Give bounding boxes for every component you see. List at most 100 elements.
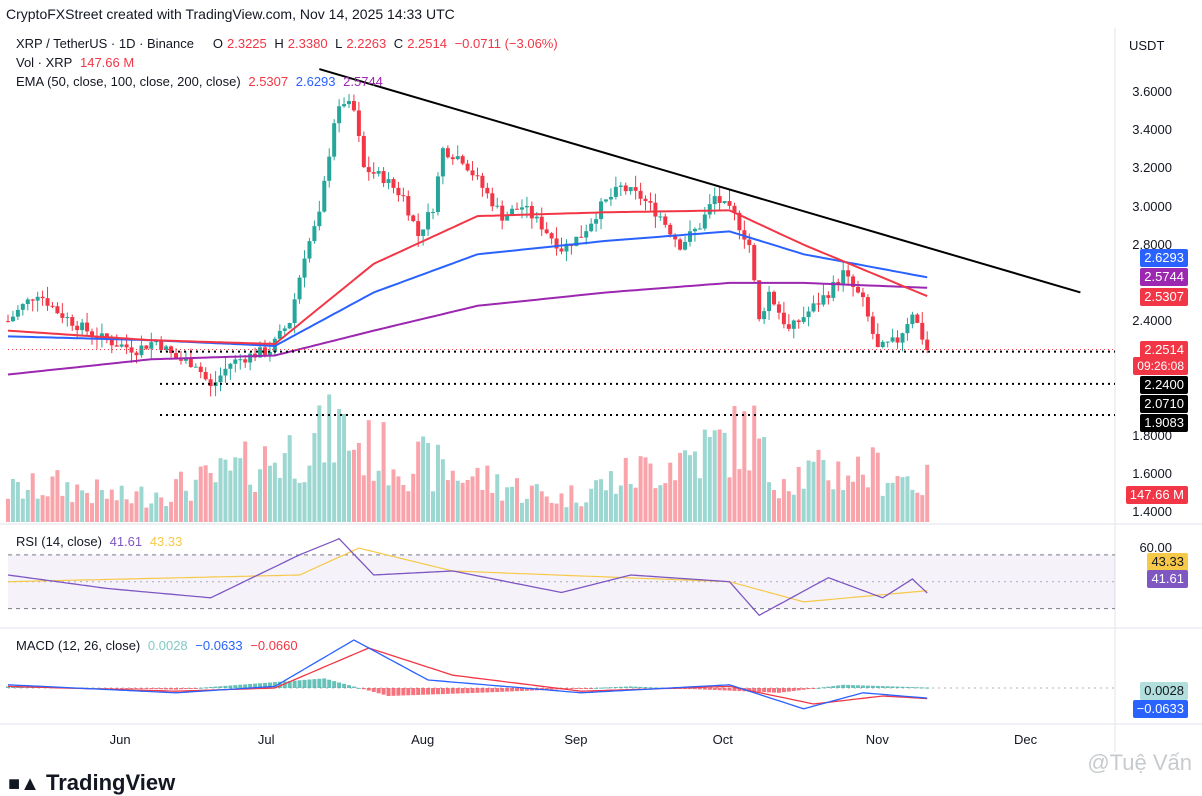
volume-bar: [757, 438, 762, 522]
candle-body: [776, 304, 781, 313]
volume-bar: [218, 458, 223, 522]
candle-body: [732, 205, 737, 213]
volume-bar: [55, 470, 60, 522]
volume-bar: [821, 460, 826, 522]
macd-histogram-bar: [317, 678, 322, 688]
volume-bar: [747, 470, 752, 522]
candle-body: [302, 258, 307, 278]
tradingview-brand[interactable]: ■▲ TradingView: [8, 770, 175, 796]
macd-histogram-bar: [648, 687, 653, 689]
volume-bar: [653, 488, 658, 522]
candle-body: [727, 201, 732, 206]
candle-body: [35, 296, 40, 301]
macd-histogram-bar: [781, 688, 786, 693]
volume-bar: [846, 475, 851, 522]
volume-bar: [500, 500, 505, 522]
candle-body: [678, 239, 683, 250]
macd-histogram-bar: [692, 688, 697, 690]
candle-body: [608, 196, 613, 200]
volume-bar: [366, 420, 371, 522]
volume-bar: [332, 462, 337, 522]
candle-body: [85, 322, 90, 332]
volume-bar: [510, 486, 515, 522]
volume-bar: [485, 465, 490, 522]
candle-body: [668, 224, 673, 235]
candle-body: [505, 214, 510, 221]
candle-body: [440, 148, 445, 177]
macd-histogram-bar: [346, 685, 351, 688]
candle-body: [811, 303, 816, 312]
candle-body: [697, 228, 702, 230]
currency-label[interactable]: USDT: [1129, 38, 1165, 53]
macd-value: −0.0633: [195, 638, 243, 653]
candle-body: [860, 292, 865, 298]
macd-histogram-bar: [386, 688, 391, 696]
open-label: O: [212, 36, 223, 51]
volume-bar: [920, 495, 925, 522]
volume-bar: [431, 491, 436, 522]
candle-body: [890, 337, 895, 342]
volume-bar: [302, 482, 307, 522]
volume-bar: [198, 466, 203, 522]
volume-bar: [628, 483, 633, 522]
candle-body: [702, 214, 707, 229]
macd-histogram-bar: [880, 686, 885, 688]
volume-bar: [213, 482, 218, 522]
volume-bar: [376, 470, 381, 522]
candle-body: [435, 176, 440, 213]
brand-name: TradingView: [46, 770, 176, 795]
macd-histogram-bar: [134, 688, 139, 689]
volume-bar: [836, 461, 841, 522]
macd-histogram-bar: [223, 685, 228, 688]
open-value: 2.3225: [227, 36, 267, 51]
candle-body: [144, 345, 149, 349]
candle-body: [628, 187, 633, 192]
ema-label[interactable]: EMA (50, close, 100, close, 200, close): [16, 74, 241, 89]
candle-body: [767, 291, 772, 312]
candle-body: [366, 167, 371, 173]
candle-body: [174, 353, 179, 360]
volume-bar: [426, 442, 431, 522]
macd-histogram-bar: [628, 686, 633, 688]
vol-label[interactable]: Vol · XRP: [16, 55, 73, 70]
macd-histogram-bar: [332, 681, 337, 688]
volume-bar: [435, 444, 440, 522]
volume-bar: [99, 490, 104, 522]
candle-body: [183, 358, 188, 361]
macd-histogram-bar: [856, 685, 861, 688]
symbol-name[interactable]: XRP / TetherUS · 1D · Binance: [16, 36, 194, 51]
candle-body: [460, 156, 465, 164]
candle-body: [277, 330, 282, 339]
ema200-line: [7, 281, 928, 376]
macd-histogram-bar: [381, 688, 386, 695]
macd-hist-tag: 0.0028: [1140, 682, 1188, 700]
macd-signal-value: −0.0660: [250, 638, 298, 653]
volume-bar: [337, 408, 342, 522]
macd-histogram-bar: [900, 686, 905, 688]
candle-body: [722, 201, 727, 203]
macd-histogram-bar: [618, 686, 623, 688]
candle-body: [159, 340, 164, 350]
volume-bar: [144, 507, 149, 522]
candle-body: [589, 223, 594, 232]
macd-histogram-bar: [851, 685, 856, 688]
volume-bar: [885, 482, 890, 522]
volume-bar: [633, 487, 638, 522]
volume-bar: [905, 476, 910, 522]
close-label: C: [393, 36, 404, 51]
candle-body: [149, 342, 154, 349]
volume-bar: [584, 502, 589, 522]
candle-body: [529, 205, 534, 219]
candle-body: [747, 239, 752, 246]
macd-label[interactable]: MACD (12, 26, close): [16, 638, 141, 653]
rsi-label[interactable]: RSI (14, close): [16, 534, 102, 549]
macd-histogram-bar: [174, 688, 179, 690]
macd-histogram-bar: [875, 685, 880, 688]
volume-bar: [697, 478, 702, 522]
candle-body: [109, 339, 114, 346]
candle-body: [816, 303, 821, 305]
volume-bar: [272, 462, 277, 522]
volume-bar: [75, 484, 80, 522]
macd-histogram-bar: [406, 688, 411, 696]
